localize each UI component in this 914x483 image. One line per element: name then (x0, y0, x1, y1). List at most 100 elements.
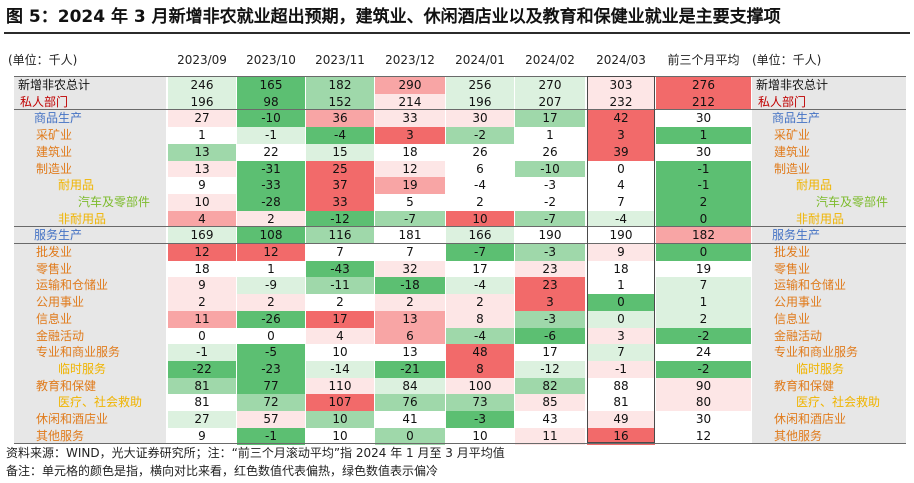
value-cell: 26 (446, 143, 514, 161)
value-cell: 41 (375, 411, 445, 428)
row-label-right: 其他服务 (774, 428, 823, 443)
value-cell: 82 (515, 377, 585, 395)
value-cell: 2 (446, 294, 514, 312)
value-cell: 13 (168, 143, 236, 161)
row-label-left: 休闲和酒店业 (36, 412, 109, 426)
row-separator (14, 226, 906, 227)
value-cell: -43 (306, 260, 374, 278)
value-cell: 181 (375, 227, 445, 245)
value-cell: 2 (446, 193, 514, 211)
row-label-left: 运输和仓储业 (36, 278, 109, 293)
value-cell: -14 (306, 360, 374, 378)
value-cell: -7 (446, 244, 514, 261)
value-cell: 17 (306, 310, 374, 328)
value-cell: 36 (306, 110, 374, 128)
value-cell: -10 (237, 110, 305, 128)
row-label-left: 建筑业 (36, 144, 73, 159)
value-cell: 13 (168, 160, 236, 178)
row-label-left: 教育和保健 (36, 378, 97, 393)
value-cell: 19 (656, 260, 751, 278)
value-cell: -1 (656, 177, 751, 195)
value-cell: -31 (237, 160, 305, 178)
row-label-right: 医疗、社会救助 (796, 395, 881, 410)
row-label-left: 批发业 (36, 245, 73, 259)
row-label-right: 公用事业 (774, 295, 823, 310)
row-label-left: 制造业 (36, 161, 73, 176)
row-label-right: 休闲和酒店业 (774, 412, 847, 426)
value-cell: 2 (306, 294, 374, 312)
value-cell: 76 (375, 394, 445, 412)
value-cell: 13 (375, 310, 445, 328)
value-cell: 0 (237, 327, 305, 345)
value-cell: 110 (306, 377, 374, 395)
value-cell: 27 (168, 411, 236, 428)
value-cell: 17 (515, 110, 585, 128)
value-cell: 30 (656, 411, 751, 428)
value-cell: 3 (375, 127, 445, 145)
row-label-right: 非耐用品 (796, 211, 845, 226)
row-label-left: 非耐用品 (58, 211, 107, 226)
value-cell: 30 (656, 143, 751, 161)
value-cell: 30 (446, 110, 514, 128)
row-label-right: 私人部门 (758, 94, 807, 109)
value-cell: -3 (515, 244, 585, 261)
value-cell: 256 (446, 77, 514, 94)
value-cell: 0 (587, 310, 655, 328)
value-cell: -3 (446, 411, 514, 428)
row-label-left: 临时服务 (58, 361, 107, 376)
value-cell: -23 (237, 360, 305, 378)
row-label-right: 商品生产 (772, 111, 821, 126)
row-label-left: 专业和商业服务 (36, 345, 121, 360)
value-cell: 90 (656, 377, 751, 395)
value-cell: -1 (237, 127, 305, 145)
value-cell: -28 (237, 193, 305, 211)
value-cell: -5 (237, 344, 305, 362)
value-cell: 10 (446, 210, 514, 228)
value-cell: -2 (446, 127, 514, 145)
value-cell: -9 (237, 277, 305, 295)
row-label-right: 批发业 (774, 245, 811, 259)
value-cell: 276 (656, 77, 751, 94)
value-cell: -2 (656, 360, 751, 378)
value-cell: -3 (515, 310, 585, 328)
value-cell: 166 (446, 227, 514, 245)
value-cell: 196 (168, 93, 236, 111)
value-cell: 17 (515, 344, 585, 362)
value-cell: 10 (168, 193, 236, 211)
row-label-left: 新增非农总计 (18, 78, 91, 92)
value-cell: 1 (656, 294, 751, 312)
value-cell: 77 (237, 377, 305, 395)
row-label-left: 私人部门 (20, 94, 69, 109)
value-cell: 182 (656, 227, 751, 245)
value-cell: 2 (375, 294, 445, 312)
value-cell: 0 (168, 327, 236, 345)
row-label-right: 服务生产 (772, 228, 821, 243)
value-cell: 1 (237, 260, 305, 278)
figure-title: 图 5：2024 年 3 月新增非农就业超出预期，建筑业、休闲酒店业以及教育和保… (6, 7, 781, 27)
value-cell: 12 (375, 160, 445, 178)
value-cell: 10 (306, 411, 374, 428)
column-header: 2023/10 (246, 53, 296, 67)
value-cell: 1 (168, 127, 236, 145)
value-cell: 1 (515, 127, 585, 145)
row-label-left: 其他服务 (36, 428, 85, 443)
value-cell: 108 (237, 227, 305, 245)
value-cell: 81 (587, 394, 655, 412)
value-cell: 19 (375, 177, 445, 195)
value-cell: -10 (515, 160, 585, 178)
value-cell: 12 (168, 244, 236, 261)
value-cell: 246 (168, 77, 236, 94)
value-cell: 81 (168, 394, 236, 412)
value-cell: 8 (446, 310, 514, 328)
row-label-left: 医疗、社会救助 (58, 395, 143, 410)
value-cell: 0 (375, 427, 445, 445)
value-cell: 0 (656, 210, 751, 228)
value-cell: 16 (587, 427, 655, 445)
value-cell: 33 (306, 193, 374, 211)
value-cell: 32 (375, 260, 445, 278)
value-cell: 26 (515, 143, 585, 161)
value-cell: 39 (587, 143, 655, 161)
value-cell: 2 (237, 294, 305, 312)
value-cell: 18 (168, 260, 236, 278)
value-cell: 2 (656, 193, 751, 211)
